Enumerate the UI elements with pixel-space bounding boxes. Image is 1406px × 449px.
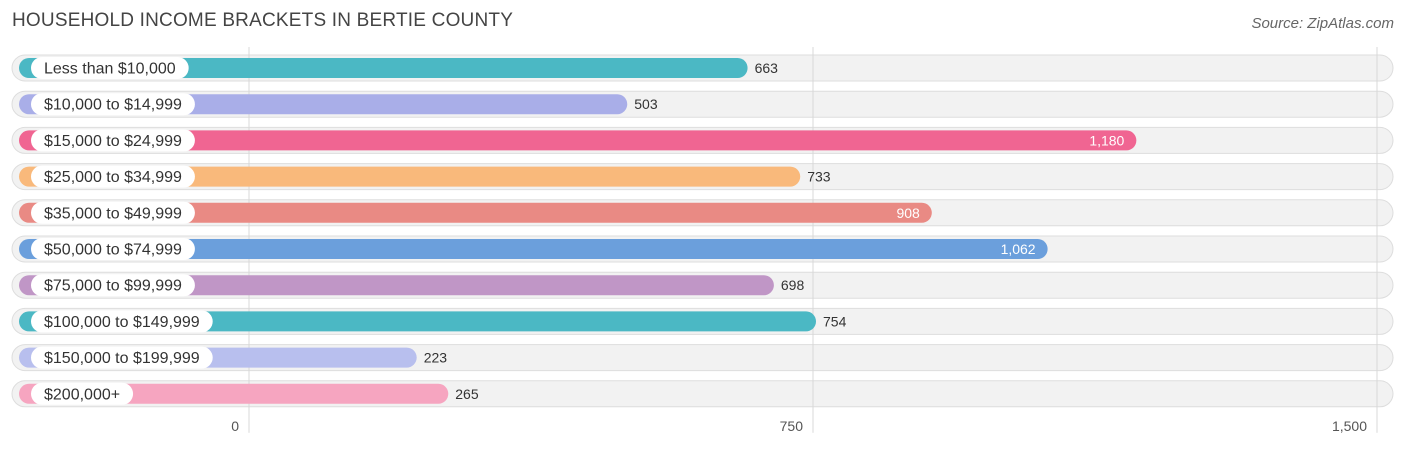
bar [19, 202, 932, 223]
value-label: 223 [424, 350, 448, 366]
x-tick-label: 0 [231, 418, 239, 434]
category-label: $35,000 to $49,999 [44, 205, 182, 222]
category-label: $50,000 to $74,999 [44, 242, 182, 259]
category-pill [31, 346, 213, 369]
bar [19, 311, 817, 332]
value-label: 698 [781, 277, 805, 293]
bar [19, 239, 1048, 259]
value-label: 754 [823, 313, 847, 329]
category-pill [31, 201, 195, 224]
value-label: 1,180 [1089, 132, 1124, 148]
x-tick-label: 750 [780, 418, 804, 434]
category-pill [31, 57, 189, 79]
category-pill [31, 93, 195, 116]
category-label: Less than $10,000 [44, 61, 176, 78]
category-label: $10,000 to $14,999 [44, 97, 182, 114]
category-pill [31, 165, 195, 188]
value-label: 265 [455, 386, 479, 402]
bar [19, 275, 774, 296]
value-label: 503 [634, 96, 658, 112]
x-tick-label: 1,500 [1332, 418, 1367, 434]
chart-source: Source: ZipAtlas.com [1251, 15, 1394, 32]
category-pill [31, 274, 195, 297]
x-axis-ticks: 0 750 1,500 [231, 418, 1367, 434]
category-pill [31, 382, 134, 405]
category-label: $200,000+ [44, 386, 120, 403]
bar [19, 166, 801, 187]
chart-title: HOUSEHOLD INCOME BRACKETS IN BERTIE COUN… [12, 10, 514, 31]
value-label: 908 [896, 205, 920, 221]
value-label: 663 [755, 60, 779, 76]
category-pill [31, 310, 213, 333]
category-label: $150,000 to $199,999 [44, 350, 200, 367]
category-label: $15,000 to $24,999 [44, 133, 182, 150]
bar [19, 130, 1137, 151]
category-label: $75,000 to $99,999 [44, 278, 182, 295]
category-pill [31, 238, 195, 260]
value-label: 733 [807, 169, 831, 185]
category-label: $25,000 to $34,999 [44, 169, 182, 186]
category-label: $100,000 to $149,999 [44, 314, 200, 331]
value-label: 1,062 [1001, 241, 1036, 257]
category-pill [31, 129, 195, 152]
bars: Less than $10,000 663 $10,000 to $14,999 50… [19, 57, 1137, 405]
bar [19, 58, 748, 78]
